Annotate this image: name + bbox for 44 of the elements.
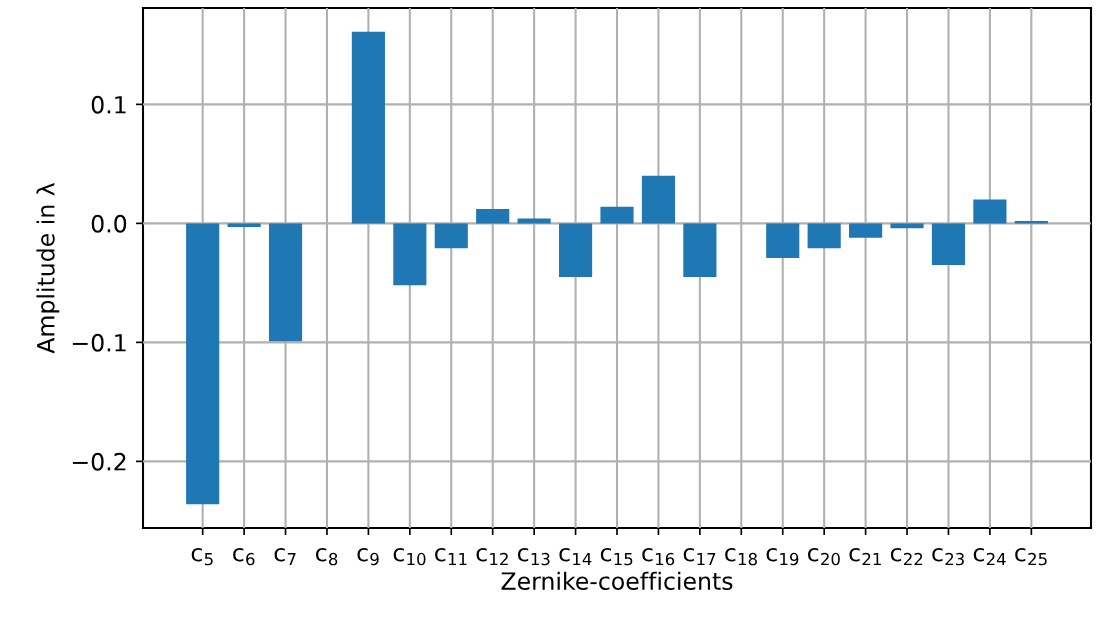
x-tick-label: c$_{13}$ bbox=[517, 548, 550, 566]
bar bbox=[558, 223, 593, 277]
x-tick-label: c$_{11}$ bbox=[435, 548, 467, 566]
bar bbox=[683, 223, 717, 277]
bar bbox=[973, 199, 1007, 224]
x-axis-title: Zernike-coefficients bbox=[501, 571, 733, 590]
x-tick-label: c$_{22}$ bbox=[890, 548, 923, 566]
bar bbox=[849, 223, 883, 238]
x-tick-label: c$_{19}$ bbox=[766, 548, 799, 566]
x-tick-label: c$_{7}$ bbox=[274, 548, 296, 566]
x-tick-label: c$_{5}$ bbox=[191, 548, 213, 566]
x-tick-label: c$_{14}$ bbox=[559, 548, 592, 566]
x-tick-label: c$_{8}$ bbox=[315, 548, 338, 566]
x-tick-label: c$_{16}$ bbox=[642, 548, 675, 566]
bar bbox=[890, 223, 924, 229]
x-tick-label: c$_{15}$ bbox=[600, 548, 633, 566]
bar bbox=[807, 223, 841, 249]
bar bbox=[434, 223, 468, 249]
bar bbox=[268, 223, 303, 342]
x-tick-label: c$_{18}$ bbox=[725, 548, 757, 566]
x-tick-label: c$_{20}$ bbox=[808, 548, 840, 566]
bar bbox=[766, 223, 800, 258]
bar bbox=[186, 223, 220, 505]
bar bbox=[476, 209, 510, 224]
y-axis-title: Amplitude in λ bbox=[36, 182, 60, 354]
x-tick-label: c$_{21}$ bbox=[849, 548, 881, 566]
x-tick-label: c$_{12}$ bbox=[476, 548, 508, 566]
bar bbox=[600, 206, 634, 224]
bar bbox=[641, 175, 676, 224]
y-tick-label: −0.2 bbox=[72, 452, 126, 471]
bar bbox=[393, 223, 427, 286]
bar bbox=[227, 223, 261, 227]
bar bbox=[351, 31, 385, 224]
y-tick-label: 0.1 bbox=[91, 95, 126, 114]
x-tick-label: c$_{25}$ bbox=[1015, 548, 1047, 566]
x-tick-label: c$_{17}$ bbox=[683, 548, 716, 566]
y-tick-label: −0.1 bbox=[72, 333, 126, 352]
x-tick-label: c$_{9}$ bbox=[357, 548, 379, 566]
x-tick-label: c$_{6}$ bbox=[233, 548, 255, 566]
bar bbox=[931, 223, 966, 266]
y-tick-label: 0.0 bbox=[91, 214, 127, 233]
x-tick-label: c$_{24}$ bbox=[973, 548, 1006, 566]
x-tick-label: c$_{10}$ bbox=[393, 548, 426, 566]
x-tick-label: c$_{23}$ bbox=[932, 548, 964, 566]
